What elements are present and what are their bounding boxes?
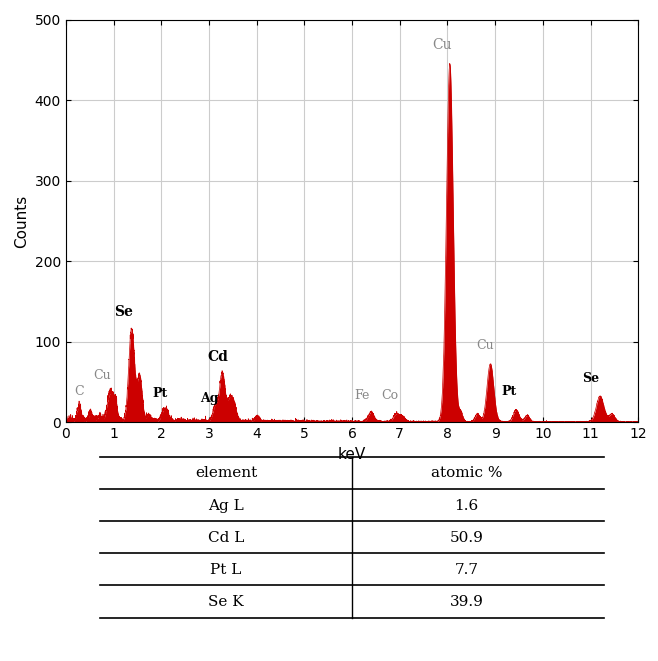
Text: Cu: Cu bbox=[93, 369, 111, 382]
Text: Se: Se bbox=[582, 371, 599, 385]
Text: Fe: Fe bbox=[354, 389, 369, 403]
Text: Pt: Pt bbox=[152, 387, 167, 400]
Text: 1.6: 1.6 bbox=[455, 498, 478, 512]
Text: Cu: Cu bbox=[476, 338, 494, 352]
Text: Cu: Cu bbox=[432, 38, 451, 52]
Text: Se K: Se K bbox=[209, 595, 244, 609]
Text: 7.7: 7.7 bbox=[455, 563, 478, 577]
Text: Ag: Ag bbox=[200, 392, 218, 405]
Text: Pt L: Pt L bbox=[211, 563, 241, 577]
Text: Ag L: Ag L bbox=[208, 498, 244, 512]
Text: Co: Co bbox=[382, 389, 399, 403]
Text: C: C bbox=[74, 385, 84, 398]
Text: Se: Se bbox=[114, 305, 134, 319]
Text: Cd L: Cd L bbox=[208, 531, 244, 545]
Text: 50.9: 50.9 bbox=[449, 531, 484, 545]
Text: Pt: Pt bbox=[502, 385, 517, 398]
Text: element: element bbox=[195, 466, 257, 481]
Text: atomic %: atomic % bbox=[431, 466, 502, 481]
Text: 39.9: 39.9 bbox=[449, 595, 484, 609]
Y-axis label: Counts: Counts bbox=[14, 194, 29, 248]
Text: Cd: Cd bbox=[207, 350, 228, 364]
X-axis label: keV: keV bbox=[338, 447, 366, 462]
